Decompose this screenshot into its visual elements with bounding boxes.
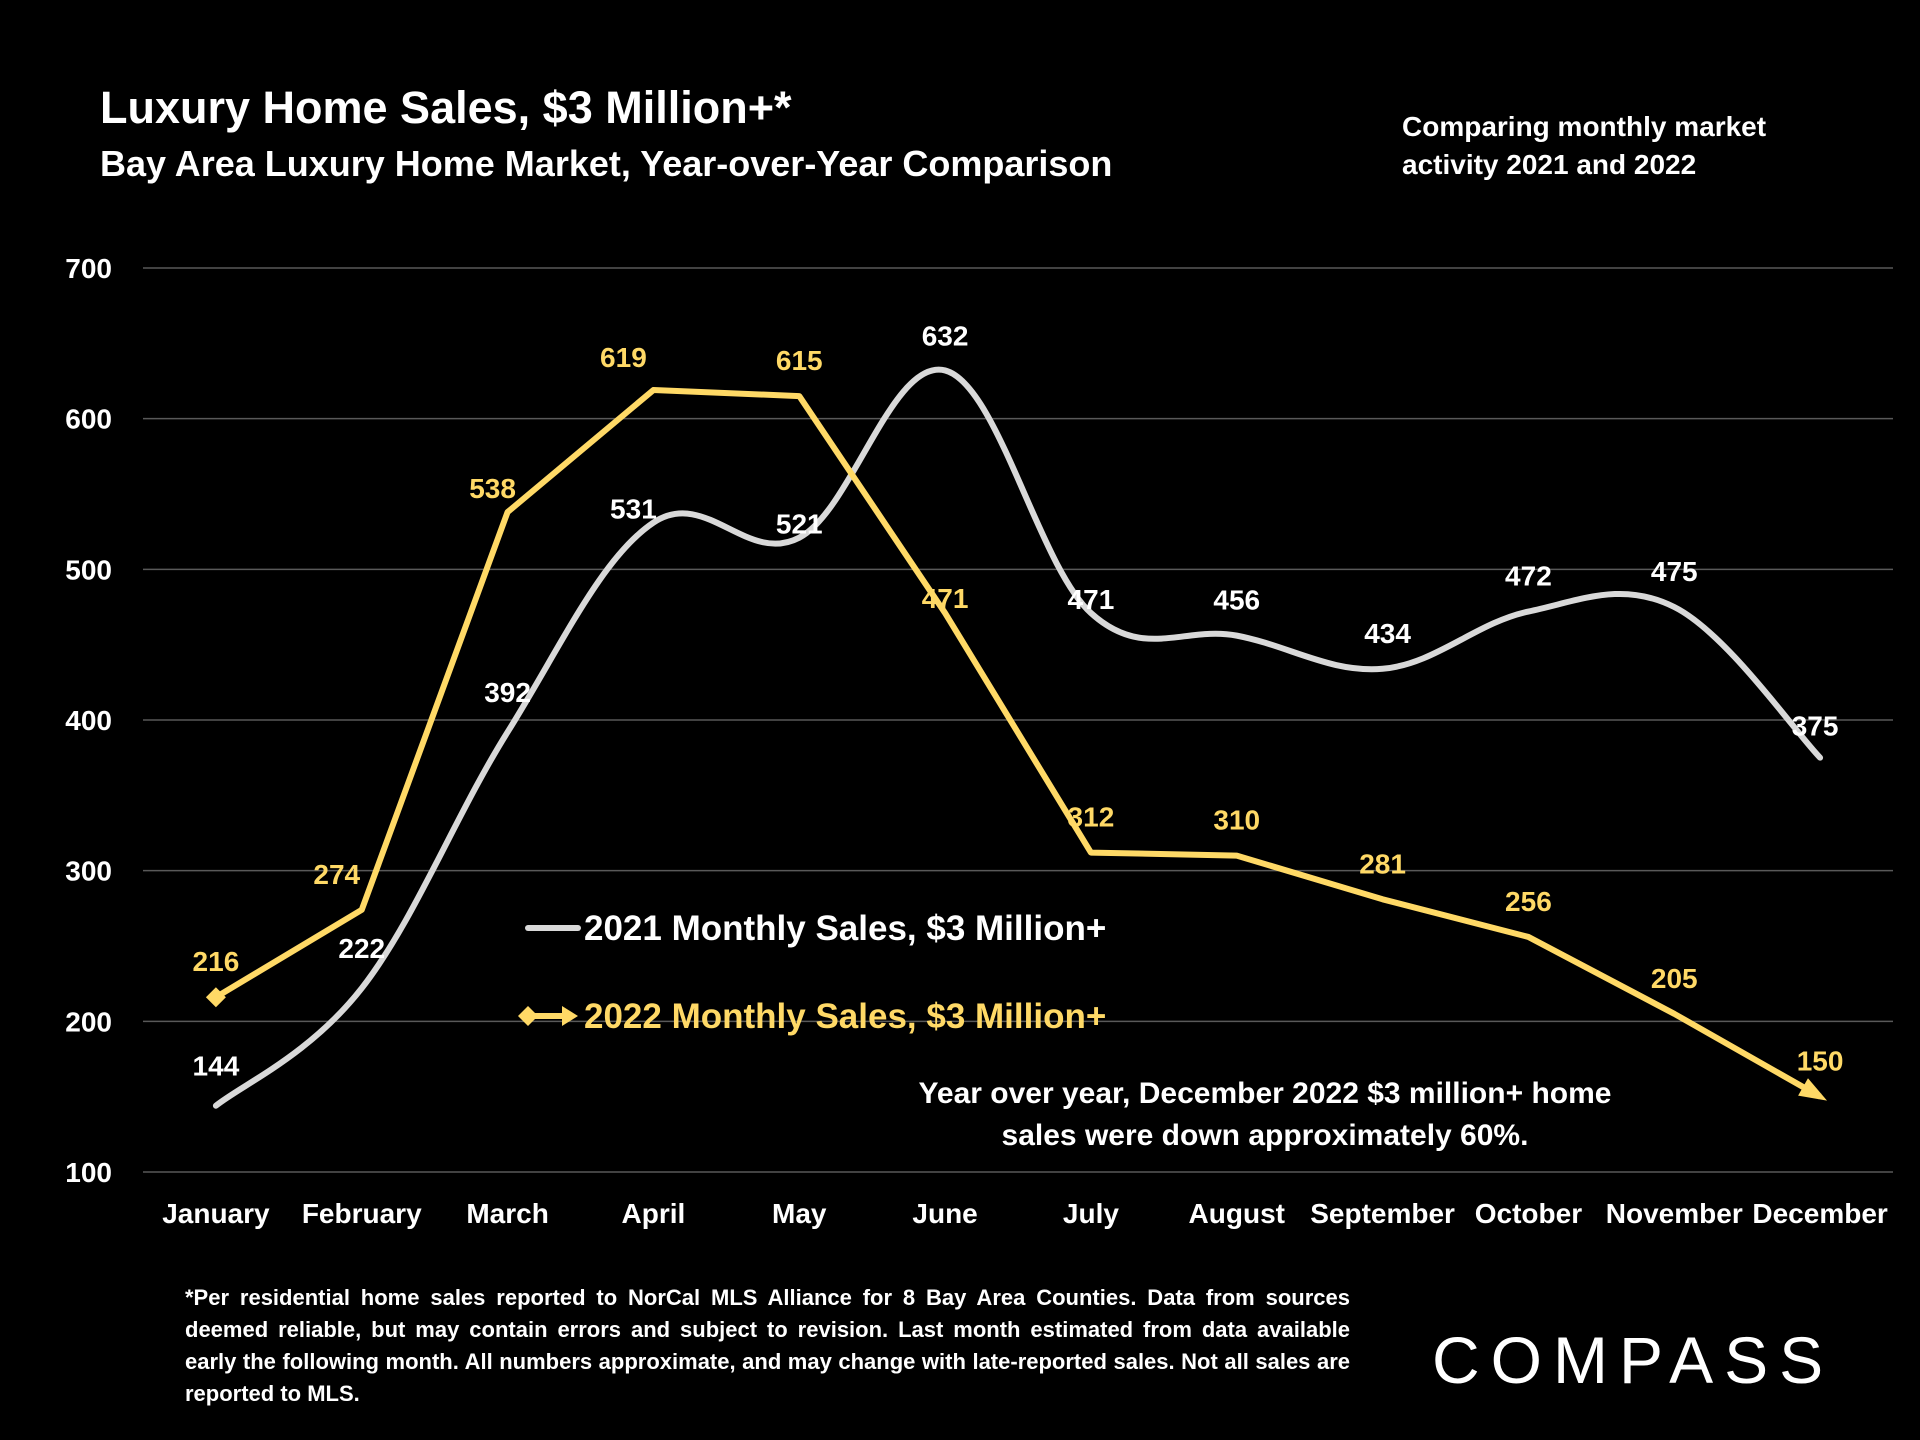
data-label-2021: 144 xyxy=(193,1051,240,1082)
x-tick-label: May xyxy=(772,1198,827,1229)
y-tick-label: 500 xyxy=(65,554,112,585)
x-tick-label: November xyxy=(1606,1198,1743,1229)
legend-2022-label: 2022 Monthly Sales, $3 Million+ xyxy=(584,997,1106,1036)
y-tick-label: 200 xyxy=(65,1006,112,1037)
data-label-2022: 150 xyxy=(1797,1046,1844,1077)
data-label-2022: 312 xyxy=(1068,802,1115,833)
chart-subtitle: Bay Area Luxury Home Market, Year-over-Y… xyxy=(100,143,1113,184)
data-label-2021: 375 xyxy=(1792,711,1839,742)
x-tick-label: December xyxy=(1752,1198,1888,1229)
comparison-note: Comparing monthly market activity 2021 a… xyxy=(1402,111,1767,180)
data-label-2022: 274 xyxy=(313,859,360,890)
series-2021-line xyxy=(212,366,1824,1109)
data-label-2021: 472 xyxy=(1505,561,1552,592)
yoy-callout: Year over year, December 2022 $3 million… xyxy=(918,1077,1612,1152)
y-tick-label: 400 xyxy=(65,705,112,736)
y-tick-label: 700 xyxy=(65,253,112,284)
data-label-2022: 281 xyxy=(1359,848,1406,879)
data-label-2022: 256 xyxy=(1505,886,1552,917)
compass-logo: COMPASS xyxy=(1432,1323,1835,1397)
series-2022-end-arrow xyxy=(1798,1078,1828,1101)
series-2022-line xyxy=(214,387,1822,1100)
x-tick-label: September xyxy=(1310,1198,1455,1229)
data-label-2021: 456 xyxy=(1213,585,1260,616)
data-label-2021: 632 xyxy=(922,320,969,351)
data-label-2021: 222 xyxy=(338,933,385,964)
x-tick-label: June xyxy=(912,1198,977,1229)
legend-2021-label: 2021 Monthly Sales, $3 Million+ xyxy=(584,909,1106,948)
chart-title: Luxury Home Sales, $3 Million+* xyxy=(100,82,792,133)
x-tick-label: April xyxy=(622,1198,686,1229)
y-tick-label: 600 xyxy=(65,404,112,435)
x-tick-label: August xyxy=(1189,1198,1285,1229)
x-tick-label: March xyxy=(466,1198,548,1229)
footnote: *Per residential home sales reported to … xyxy=(185,1285,1350,1406)
x-tick-label: October xyxy=(1475,1198,1582,1229)
data-label-2022: 471 xyxy=(922,583,969,614)
legend-2022-diamond xyxy=(518,1006,538,1026)
series-2022-start-marker xyxy=(205,987,226,1008)
x-tick-label: July xyxy=(1063,1198,1119,1229)
data-label-2021: 471 xyxy=(1068,584,1115,615)
y-tick-label: 300 xyxy=(65,856,112,887)
data-label-2021: 531 xyxy=(610,494,657,525)
data-label-2022: 310 xyxy=(1213,805,1260,836)
data-label-2021: 434 xyxy=(1364,618,1411,649)
data-label-2022: 216 xyxy=(193,946,240,977)
data-label-2021: 392 xyxy=(484,677,531,708)
x-tick-label: February xyxy=(302,1198,422,1229)
data-label-2022: 615 xyxy=(776,345,823,376)
data-label-2022: 619 xyxy=(600,342,647,373)
x-tick-label: January xyxy=(162,1198,270,1229)
data-label-2022: 538 xyxy=(469,473,516,504)
data-label-2022: 205 xyxy=(1651,963,1698,994)
data-label-2021: 521 xyxy=(776,509,823,540)
legend-2022-arrow xyxy=(562,1006,578,1026)
y-tick-label: 100 xyxy=(65,1157,112,1188)
data-label-2021: 475 xyxy=(1651,556,1698,587)
